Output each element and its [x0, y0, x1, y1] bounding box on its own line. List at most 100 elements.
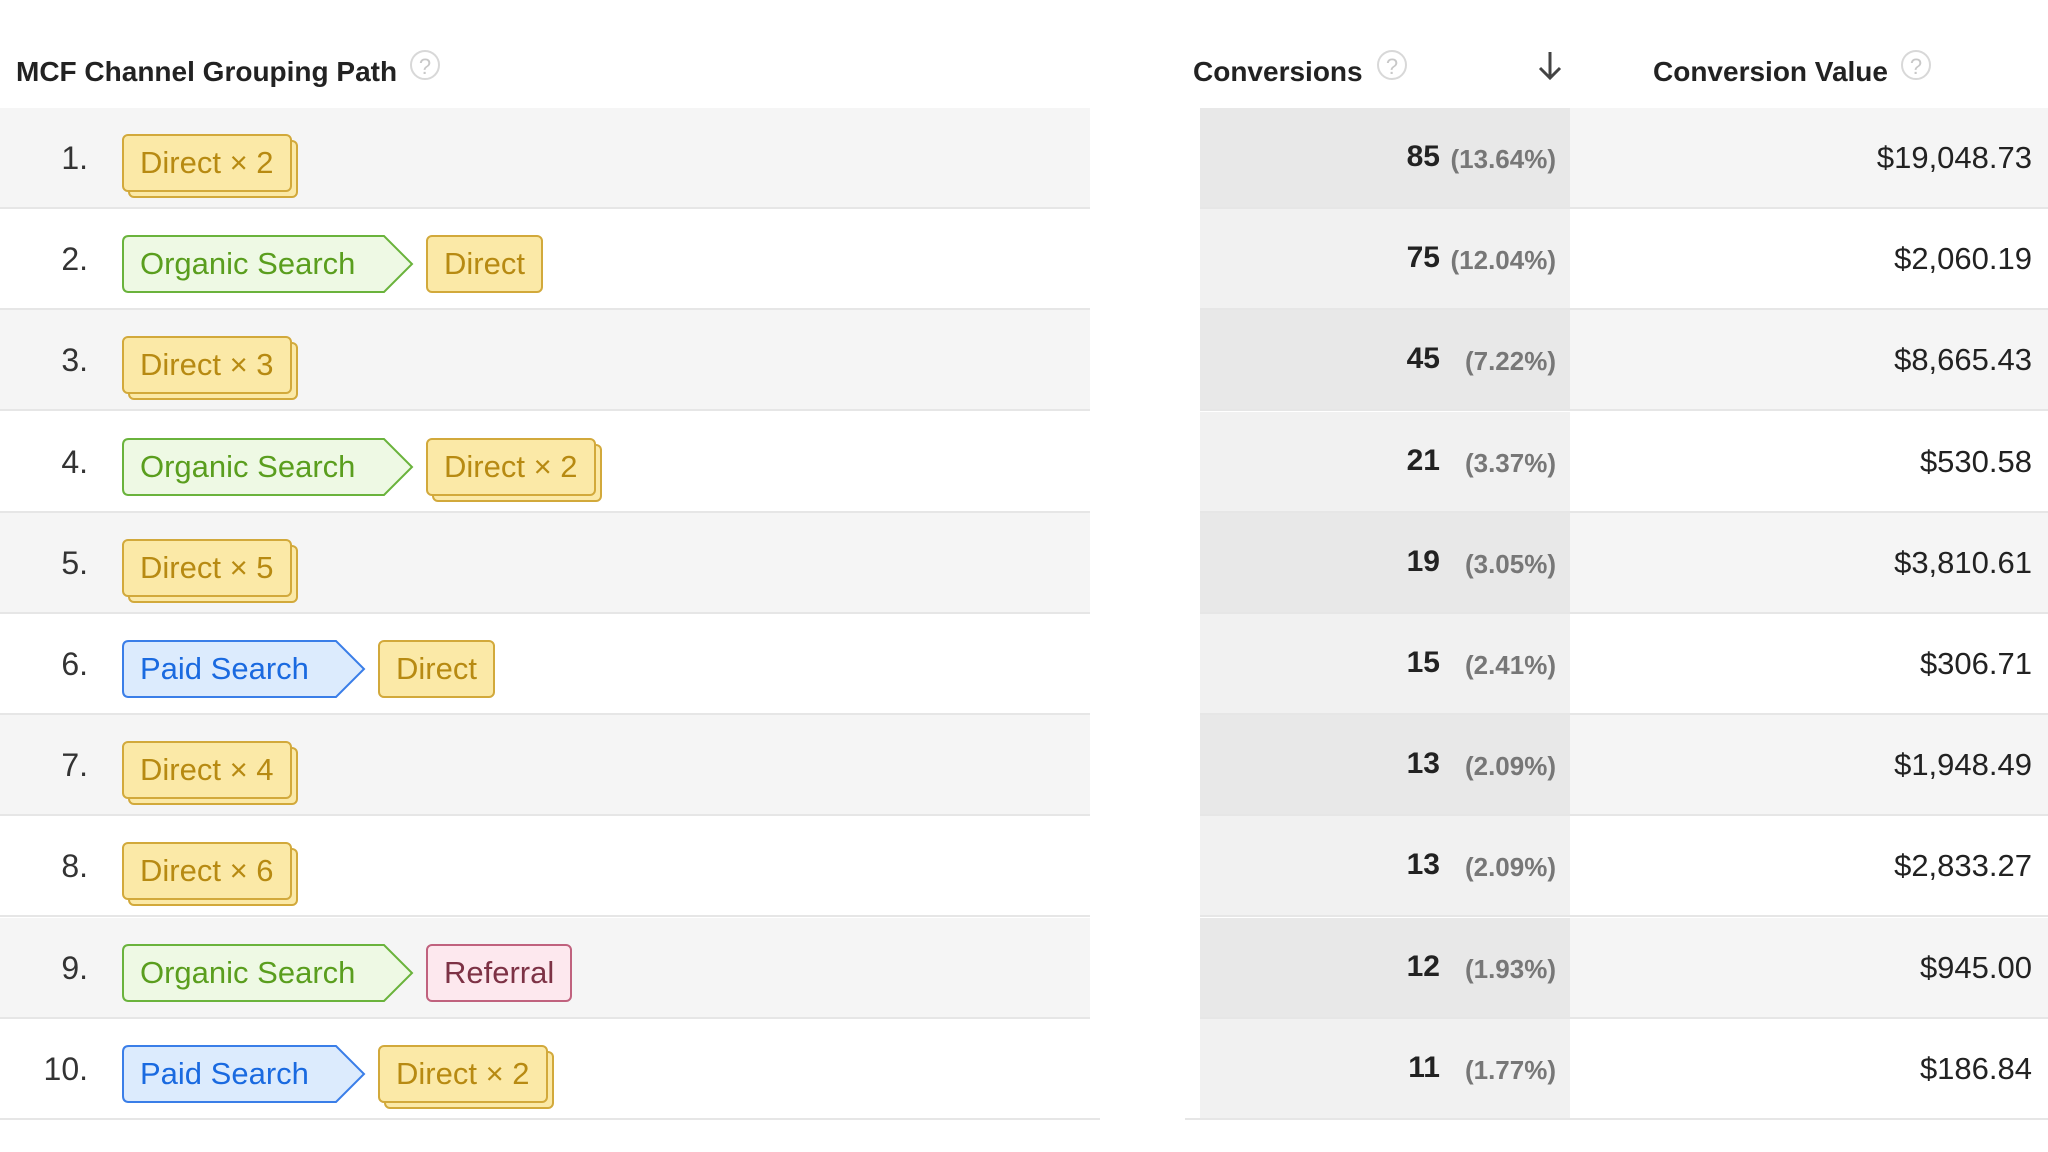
row-number: 5.: [61, 544, 88, 581]
table-row[interactable]: 3. Direct × 3 45 (7.22%) $8,665.43: [0, 310, 2048, 412]
conversions-percent: (2.41%): [1464, 650, 1556, 680]
help-icon[interactable]: ?: [1377, 50, 1407, 80]
row-number: 4.: [61, 443, 88, 480]
conversion-value: $8,665.43: [1894, 342, 2032, 378]
conversion-value-cell: [1570, 512, 2048, 614]
path-cell: 8. Direct × 6: [0, 816, 1100, 918]
table-row[interactable]: 5. Direct × 5 19 (3.05%) $3,810.61: [0, 512, 2048, 614]
path-column-title: MCF Channel Grouping Path: [16, 56, 398, 87]
conversion-value-cell: [1570, 411, 2048, 513]
conversions-count: 13: [1406, 848, 1440, 882]
row-number: 7.: [61, 747, 88, 784]
conversions-count: 21: [1406, 443, 1440, 477]
conversions-percent: (13.64%): [1450, 144, 1557, 174]
conversions-cell: [1185, 1018, 1570, 1120]
conversion-value: $306.71: [1919, 646, 2032, 681]
paid-search-tag: Paid Search: [122, 640, 366, 698]
row-number: 3.: [61, 342, 88, 379]
path-cell: 10. Paid Search Direct × 2: [0, 1018, 1100, 1120]
conversion-value: $530.58: [1919, 443, 2032, 479]
row-number: 1.: [61, 140, 88, 176]
sort-descending-icon[interactable]: [1535, 48, 1565, 84]
path-cell: 2. Organic Search Direct: [0, 209, 1100, 311]
path-column-header: MCF Channel Grouping Path ?: [0, 0, 1100, 110]
path-cell: 5. Direct × 5: [0, 512, 1100, 614]
conversions-cell: [1185, 715, 1570, 817]
paid-search-tag: Paid Search: [122, 1044, 366, 1103]
help-icon[interactable]: ?: [1901, 50, 1931, 80]
direct-tag: Direct × 2: [426, 437, 596, 496]
help-icon[interactable]: ?: [410, 50, 440, 80]
path-cell: 7. Direct × 4: [0, 715, 1100, 817]
table-row[interactable]: 8. Direct × 6 13 (2.09%) $2,833.27: [0, 816, 2048, 918]
conversion-value: $3,810.61: [1894, 544, 2032, 580]
conversion-value-cell: [1570, 816, 2048, 918]
direct-tag: Direct: [378, 640, 495, 698]
conversion-value-cell: [1570, 614, 2048, 715]
conversions-percent: (3.05%): [1464, 548, 1556, 579]
row-number: 6.: [61, 646, 88, 682]
direct-tag: Direct × 6: [122, 842, 292, 901]
conversion-value-cell: [1570, 310, 2048, 412]
conversions-percent: (1.93%): [1464, 953, 1556, 984]
conversion-value: $19,048.73: [1876, 140, 2032, 175]
conversions-percent: (3.37%): [1464, 447, 1556, 478]
conversions-cell: [1185, 209, 1570, 311]
conversions-percent: (2.09%): [1464, 852, 1556, 883]
table-row[interactable]: 1. Direct × 2 85 (13.64%) $19,048.73: [0, 108, 2048, 209]
conversions-count: 45: [1406, 342, 1440, 376]
conversion-value: $945.00: [1919, 949, 2032, 985]
conversions-cell: [1185, 512, 1570, 614]
direct-tag: Direct: [426, 235, 543, 294]
conversion-value: $186.84: [1919, 1050, 2032, 1086]
conversion-value-cell: [1570, 917, 2048, 1019]
row-number: 8.: [61, 848, 88, 885]
conversions-count: 15: [1406, 646, 1440, 679]
metrics-column-header: Conversions ? Conversion Value ?: [1185, 0, 2048, 110]
path-cell: 9. Organic Search Referral: [0, 917, 1100, 1019]
referral-tag: Referral: [426, 943, 573, 1002]
conversions-count: 75: [1406, 241, 1440, 275]
conversion-value-cell: [1570, 1018, 2048, 1120]
conversions-count: 85: [1406, 140, 1440, 173]
conversion-value: $1,948.49: [1894, 747, 2032, 783]
table-row[interactable]: 9. Organic Search Referral 12 (1.93%) $94…: [0, 917, 2048, 1019]
path-cell: 6. Paid Search Direct: [0, 614, 1100, 715]
conversion-value: $2,833.27: [1894, 848, 2032, 884]
path-cell: 3. Direct × 3: [0, 310, 1100, 412]
organic-search-tag: Organic Search: [122, 235, 414, 294]
conversions-cell: [1185, 917, 1570, 1019]
conversions-count: 12: [1406, 949, 1440, 983]
table-row[interactable]: 6. Paid Search Direct 15 (2.41%) $306.71: [0, 614, 2048, 715]
table-row[interactable]: 2. Organic Search Direct 75 (12.04%) $2,0…: [0, 209, 2048, 311]
conversions-cell: [1185, 614, 1570, 715]
conversion-value-cell: [1570, 108, 2048, 209]
row-number: 2.: [61, 241, 88, 278]
conversions-count: 13: [1406, 747, 1440, 781]
conversions-column-title[interactable]: Conversions: [1193, 56, 1363, 87]
conversions-cell: [1185, 108, 1570, 209]
row-number: 10.: [43, 1050, 88, 1087]
organic-search-tag: Organic Search: [122, 943, 414, 1002]
path-cell: 1. Direct × 2: [0, 108, 1100, 209]
torn-edge-divider: [1090, 108, 1200, 1118]
conversions-cell: [1185, 816, 1570, 918]
table-row[interactable]: 4. Organic Search Direct × 2 21 (3.37%) $…: [0, 411, 2048, 513]
table-row[interactable]: 10. Paid Search Direct × 2 11 (1.77%) $18…: [0, 1018, 2048, 1120]
conversion-value: $2,060.19: [1894, 241, 2032, 277]
direct-tag: Direct × 4: [122, 741, 292, 800]
conversions-cell: [1185, 411, 1570, 513]
direct-tag: Direct × 2: [378, 1044, 548, 1103]
direct-tag: Direct × 3: [122, 336, 292, 395]
table-row[interactable]: 7. Direct × 4 13 (2.09%) $1,948.49: [0, 715, 2048, 817]
direct-tag: Direct × 5: [122, 538, 292, 597]
conversions-percent: (1.77%): [1464, 1054, 1556, 1085]
conversions-percent: (2.09%): [1464, 751, 1556, 782]
conversion-value-column-title[interactable]: Conversion Value: [1653, 56, 1888, 87]
path-cell: 4. Organic Search Direct × 2: [0, 411, 1100, 513]
conversion-value-cell: [1570, 209, 2048, 311]
direct-tag: Direct × 2: [122, 134, 292, 192]
conversions-count: 19: [1406, 544, 1440, 578]
conversion-value-cell: [1570, 715, 2048, 817]
row-number: 9.: [61, 949, 88, 986]
